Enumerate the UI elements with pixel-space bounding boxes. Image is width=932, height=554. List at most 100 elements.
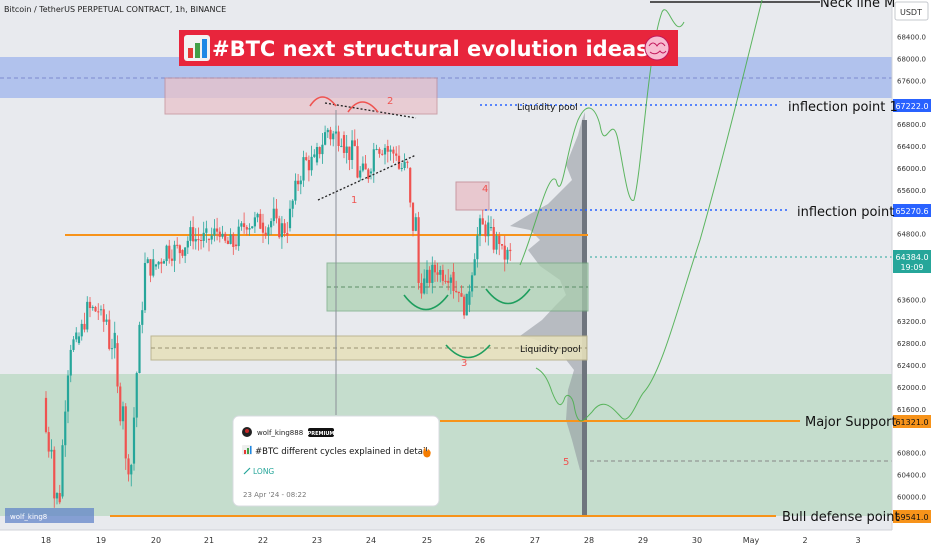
time-tick-10: 28 — [584, 536, 594, 545]
candle-body-84 — [272, 208, 275, 222]
candle-body-49 — [178, 245, 181, 254]
candle-body-62 — [213, 228, 216, 236]
author-watermark — [5, 508, 94, 523]
candle-body-57 — [199, 240, 203, 242]
candle-body-85 — [275, 208, 278, 219]
candle-body-147 — [444, 280, 447, 282]
price-tick-16: 60000.0 — [897, 493, 926, 501]
last-price: 64384.0 — [895, 253, 928, 262]
volume-profile — [510, 112, 585, 470]
candle-body-101 — [318, 147, 321, 155]
candle-body-70 — [234, 244, 238, 247]
candle-body-135 — [411, 202, 415, 231]
candle-countdown: 19:09 — [900, 263, 923, 272]
candle-body-50 — [181, 250, 184, 256]
time-tick-11: 29 — [638, 536, 648, 545]
time-axis-ticks: 18 19 20 21 22 23 24 25 26 27 28 29 30 May 2 3 — [41, 536, 861, 545]
candle-body-157 — [470, 275, 474, 292]
candle-body-0 — [44, 397, 48, 433]
inflection1-price: 67222.0 — [895, 102, 928, 111]
watermark-text: wolf_king8 — [10, 513, 47, 521]
candle-body-100 — [315, 147, 319, 163]
candle-body-103 — [324, 132, 327, 145]
candle-body-114 — [353, 140, 356, 147]
candle-body-33 — [135, 373, 138, 418]
price-tick-1: 68000.0 — [897, 55, 926, 63]
brain-emoji-icon — [644, 35, 670, 61]
candle-body-121 — [372, 149, 375, 172]
candle-body-131 — [400, 167, 403, 169]
candle-body-94 — [299, 180, 302, 185]
bull-defense-price-badge — [893, 510, 931, 523]
last-price-badge — [893, 250, 931, 273]
candle-body-160 — [478, 218, 482, 236]
candle-body-39 — [152, 259, 155, 276]
neckline-label: Neck line M — [820, 0, 895, 11]
candle-body-53 — [189, 227, 192, 241]
bull-defense-price: 59541.0 — [895, 513, 928, 522]
candle-body-73 — [243, 223, 246, 228]
candle-body-119 — [367, 169, 370, 179]
time-tick-5: 23 — [312, 536, 322, 545]
price-tick-14: 60800.0 — [897, 450, 926, 458]
price-tick-6: 65600.0 — [897, 187, 926, 195]
candle-body-24 — [110, 348, 114, 350]
candle-body-37 — [146, 259, 149, 263]
wave-label-5: 5 — [563, 457, 569, 468]
headline-banner — [179, 30, 678, 66]
bottom-arc-1 — [403, 294, 449, 311]
candle-body-68 — [229, 234, 232, 244]
candle-body-54 — [192, 227, 195, 242]
candle-body-169 — [503, 245, 506, 260]
candle-body-104 — [326, 129, 329, 133]
candle-body-170 — [506, 249, 509, 260]
fire-icon — [423, 447, 431, 458]
candle-body-38 — [149, 259, 152, 276]
candle-body-79 — [259, 213, 262, 229]
candle-body-159 — [476, 235, 479, 260]
candle-body-132 — [403, 161, 406, 168]
candle-body-145 — [439, 269, 442, 275]
time-axis[interactable] — [0, 530, 892, 550]
candle-body-41 — [157, 261, 160, 265]
candle-body-83 — [270, 221, 273, 228]
liquidity-pool-top-label: Liquidity pool — [517, 103, 578, 113]
idea-chart-icon — [242, 445, 252, 455]
price-tick-2: 67600.0 — [897, 77, 926, 85]
candle-body-148 — [447, 280, 450, 283]
candle-body-48 — [176, 244, 179, 246]
idea-author[interactable]: wolf_king888 — [257, 429, 303, 437]
candle-body-164 — [489, 227, 493, 229]
idea-title[interactable]: #BTC different cycles explained in detai… — [255, 447, 428, 457]
candle-body-23 — [108, 319, 111, 349]
candle-body-32 — [132, 417, 136, 464]
candle-body-21 — [102, 309, 105, 322]
candle-body-152 — [457, 291, 460, 294]
inflection1-price-badge — [893, 99, 931, 112]
author-avatar-dot — [245, 429, 249, 433]
candle-body-59 — [205, 228, 208, 233]
idea-card-box[interactable] — [232, 415, 440, 507]
candle-body-52 — [186, 240, 189, 248]
premium-badge-label: PREMIUM — [308, 431, 335, 437]
candle-body-51 — [184, 247, 187, 256]
candle-body-158 — [473, 259, 476, 276]
idea-date: 23 Apr '24 - 08:22 — [243, 491, 306, 499]
liquidity-pool-bottom-label: Liquidity pool — [520, 345, 581, 355]
candle-body-4 — [55, 493, 59, 499]
chart-emoji-icon — [184, 35, 210, 61]
candle-body-96 — [305, 157, 308, 161]
idea-card[interactable]: wolf_king888 PREMIUM #BTC different cycl… — [232, 415, 440, 507]
time-tick-13: May — [743, 536, 760, 545]
candle-body-31 — [130, 464, 133, 475]
candle-body-82 — [267, 227, 270, 236]
price-tick-15: 60400.0 — [897, 472, 926, 480]
major-support-price-badge — [893, 415, 931, 428]
candle-body-141 — [428, 269, 431, 283]
currency-badge[interactable] — [894, 1, 929, 21]
candle-body-55 — [194, 239, 197, 242]
candle-body-113 — [351, 140, 354, 160]
price-tick-9: 63200.0 — [897, 318, 926, 326]
